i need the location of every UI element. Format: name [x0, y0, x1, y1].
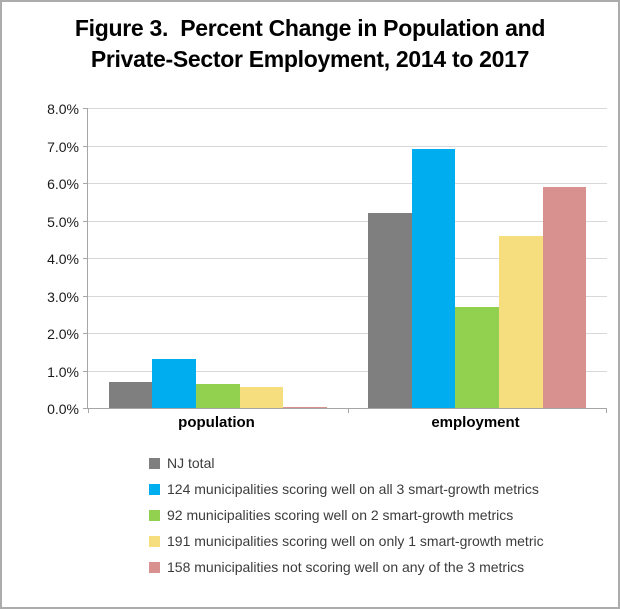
x-axis-tick: [348, 409, 349, 413]
gridline: [88, 221, 607, 222]
legend-item-2-metrics: 92 municipalities scoring well on 2 smar…: [149, 502, 544, 528]
legend-item-1-metric: 191 municipalities scoring well on only …: [149, 528, 544, 554]
gridline: [88, 183, 607, 184]
legend-item-no-metrics: 158 municipalities not scoring well on a…: [149, 554, 544, 580]
y-axis-tick-label: 6.0%: [47, 176, 79, 192]
bar-population-series-4: [283, 407, 327, 408]
bar-employment-series-1: [411, 149, 456, 408]
legend-swatch-all-3-metrics: [149, 483, 160, 495]
gridline: [88, 371, 607, 372]
y-axis-tick: [83, 108, 87, 109]
chart-title: Figure 3. Percent Change in Population a…: [2, 13, 618, 75]
y-axis-tick: [83, 333, 87, 334]
bar-population-series-3: [239, 387, 284, 408]
x-axis-label-employment: employment: [431, 414, 520, 431]
chart-title-line-1: Figure 3. Percent Change in Population a…: [74, 15, 546, 41]
y-axis-tick: [83, 408, 87, 409]
plot-area: [83, 108, 607, 413]
gridline: [88, 333, 607, 334]
y-axis-tick-label: 2.0%: [47, 326, 79, 342]
y-axis-tick: [83, 183, 87, 184]
y-axis-tick: [83, 146, 87, 147]
y-axis-tick: [83, 371, 87, 372]
y-axis-tick-label: 1.0%: [47, 364, 79, 380]
gridline: [88, 258, 607, 259]
bar-employment-series-4: [542, 186, 587, 408]
y-axis-tick-label: 5.0%: [47, 214, 79, 230]
legend: NJ total 124 municipalities scoring well…: [149, 450, 544, 580]
legend-label: 92 municipalities scoring well on 2 smar…: [167, 507, 514, 523]
y-axis-tick: [83, 296, 87, 297]
legend-swatch-1-metric: [149, 535, 160, 547]
y-axis-tick-label: 0.0%: [47, 401, 79, 417]
legend-item-all-3-metrics: 124 municipalities scoring well on all 3…: [149, 476, 544, 502]
bar-employment-series-2: [455, 306, 499, 408]
y-axis-tick-label: 7.0%: [47, 139, 79, 155]
x-axis-labels: population employment: [87, 414, 606, 431]
y-axis-labels: 8.0% 7.0% 6.0% 5.0% 4.0% 3.0% 2.0% 1.0% 0.0%: [2, 101, 79, 417]
legend-item-nj-total: NJ total: [149, 450, 544, 476]
gridline: [88, 108, 607, 109]
bar-population-series-1: [152, 359, 196, 408]
bar-employment-series-0: [368, 213, 412, 408]
y-axis-tick-label: 8.0%: [47, 101, 79, 117]
legend-swatch-no-metrics: [149, 561, 160, 573]
gridline: [88, 146, 607, 147]
legend-label: NJ total: [167, 455, 215, 471]
gridline: [88, 296, 607, 297]
legend-swatch-2-metrics: [149, 509, 160, 521]
y-axis-tick-label: 3.0%: [47, 289, 79, 305]
bar-employment-series-3: [499, 235, 543, 408]
bar-population-series-0: [108, 381, 153, 408]
legend-label: 158 municipalities not scoring well on a…: [167, 559, 525, 575]
legend-label: 191 municipalities scoring well on only …: [167, 533, 544, 549]
y-axis-tick: [83, 221, 87, 222]
legend-label: 124 municipalities scoring well on all 3…: [167, 481, 539, 497]
bar-population-series-2: [196, 383, 240, 408]
legend-swatch-nj-total: [149, 457, 160, 469]
x-axis-tick: [88, 409, 89, 413]
y-axis-tick-label: 4.0%: [47, 251, 79, 267]
x-axis-label-population: population: [178, 414, 255, 431]
x-axis-tick: [606, 409, 607, 413]
chart-title-line-2: Private-Sector Employment, 2014 to 2017: [90, 46, 530, 72]
y-axis-tick: [83, 258, 87, 259]
